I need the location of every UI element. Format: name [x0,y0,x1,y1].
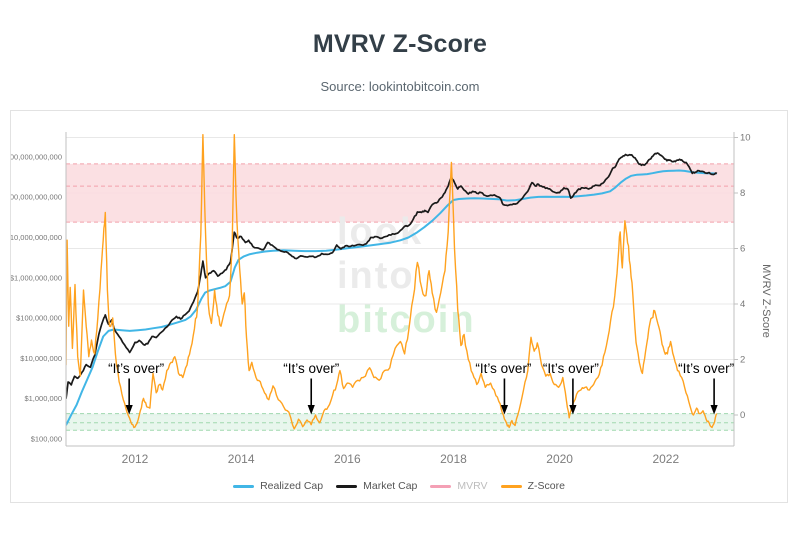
annotation-text: “It’s over” [108,361,164,376]
realized-cap-line[interactable] [66,169,717,426]
legend-item-z-score[interactable]: Z-Score [500,480,565,492]
left-axis-tick-label: $100,000 [31,435,62,444]
annotation-arrow-head [710,405,718,415]
right-axis-tick-label: 2 [740,355,745,366]
axes [65,132,735,447]
right-axis-tick-label: 6 [740,244,745,255]
annotation-its-over-5: “It’s over” [678,361,734,415]
x-axis-tick-label: 2014 [228,452,255,466]
right-axis-tick-label: 8 [740,188,745,199]
right-axis-tick-label: 0 [740,410,745,421]
right-axis-tick-label: 4 [740,299,745,310]
annotation-arrow-head [125,405,133,415]
left-axis-tick-label: $100,000,000,000 [11,193,62,202]
x-axis-labels: 2012 2014 2016 2018 2020 2022 [122,452,680,466]
annotation-its-over-1: “It’s over” [108,361,164,415]
right-axis-title: MVRV Z-Score [760,264,772,338]
left-axis-labels: 1,000,000,000,000 $100,000,000,000 $10,000… [11,152,62,443]
legend-label: Z-Score [527,480,565,492]
market-cap-line[interactable] [66,152,718,399]
left-axis-tick-label: 1,000,000,000,000 [11,152,62,161]
mvrv-high-band [66,163,734,223]
legend-item-market-cap[interactable]: Market Cap [336,480,417,492]
x-axis-tick-label: 2020 [546,452,573,466]
annotation-text: “It’s over” [475,361,531,376]
legend-swatch [233,484,255,488]
legend-label: Realized Cap [260,480,324,492]
left-axis-tick-label: $100,000,000 [16,314,62,323]
annotation-its-over-3: “It’s over” [475,361,531,415]
legend-swatch [430,484,452,488]
x-axis-tick-label: 2016 [334,452,361,466]
x-axis-tick-label: 2022 [652,452,679,466]
page-title: MVRV Z-Score [312,30,488,58]
watermark-line: bitcoin [337,299,476,341]
annotation-text: “It’s over” [283,361,339,376]
annotation-its-over-4: “It’s over” [543,361,599,415]
left-axis-tick-label: $1,000,000,000 [11,273,62,282]
legend-item-mvrv[interactable]: MVRV [430,480,488,492]
watermark: lookintobitcoin [337,211,476,341]
mvrv-low-band [66,413,734,431]
source-subtitle: Source: lookintobitcoin.com [320,79,480,94]
annotation-arrow-head [500,405,509,415]
watermark-line: into [337,255,415,297]
left-axis-tick-label: $10,000,000 [20,354,62,363]
x-axis-tick-label: 2012 [122,452,149,466]
left-axis-tick-label: $10,000,000,000 [11,233,62,242]
chart-card: lookintobitcoin 1,000,000,000,000 $100,000… [10,110,788,503]
mvrv-chart-plot[interactable]: lookintobitcoin 1,000,000,000,000 $100,000… [11,111,787,502]
legend-swatch [336,484,358,488]
legend-label: Market Cap [363,480,418,492]
annotation-arrow-head [569,405,577,415]
right-axis-tick-label: 10 [740,133,751,144]
left-axis-tick-label: $1,000,000 [24,394,62,403]
legend-label: MVRV [457,480,488,492]
annotation-its-over-2: “It’s over” [283,361,339,415]
annotation-text: “It’s over” [543,361,599,376]
legend-swatch [500,484,522,488]
chart-legend: Realized Cap Market Cap MVRV Z-Score [11,480,787,492]
legend-item-realized-cap[interactable]: Realized Cap [233,480,323,492]
annotation-text: “It’s over” [678,361,734,376]
annotation-arrow-head [307,405,315,415]
z-score-line[interactable] [66,134,718,430]
x-axis-tick-label: 2018 [440,452,467,466]
right-axis-labels: 0 2 4 6 8 10 [734,133,751,421]
